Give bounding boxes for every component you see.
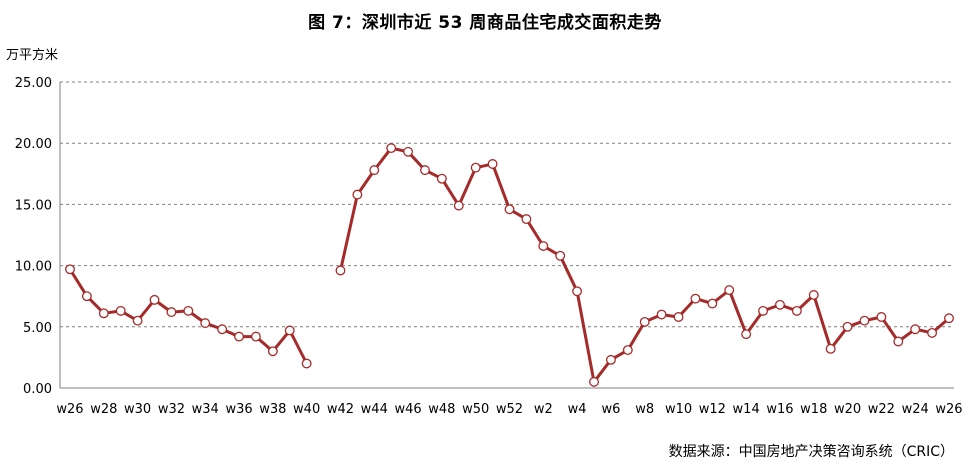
x-tick-label: w48: [428, 402, 455, 417]
data-point: [808, 290, 819, 300]
data-point: [639, 316, 650, 327]
x-tick-label: w26: [935, 402, 962, 417]
data-point: [98, 308, 109, 319]
data-point: [369, 165, 380, 176]
data-point: [876, 312, 887, 322]
data-point: [707, 298, 718, 309]
data-point: [927, 327, 938, 338]
data-point: [200, 318, 211, 329]
x-tick-label: w36: [225, 402, 252, 417]
y-tick-label: 25.00: [15, 76, 52, 91]
data-point: [65, 264, 75, 275]
x-tick-label: w26: [56, 402, 83, 417]
data-point: [622, 345, 633, 356]
data-point: [572, 286, 583, 297]
data-source-note: 数据来源：中国房地产决策咨询系统（CRIC）: [668, 444, 954, 460]
series-line: [68, 146, 950, 384]
data-point: [234, 331, 244, 342]
x-tick-label: w46: [394, 402, 421, 417]
data-point: [217, 324, 228, 335]
data-point: [825, 343, 836, 354]
data-point: [436, 173, 447, 184]
x-tick-label: w4: [568, 402, 587, 417]
y-axis-ticks: 0.00 5.00 10.00 15.00 20.00 25.00: [15, 76, 52, 397]
x-tick-label: w30: [124, 402, 151, 417]
x-tick-label: w16: [766, 402, 793, 417]
x-tick-label: w8: [635, 402, 654, 417]
data-point: [555, 250, 566, 261]
y-tick-label: 20.00: [15, 137, 52, 152]
data-point: [115, 305, 126, 316]
y-tick-label: 15.00: [15, 198, 52, 213]
data-point: [487, 159, 498, 169]
data-point: [284, 325, 295, 336]
data-point: [605, 354, 616, 365]
series-points: [65, 143, 954, 387]
x-tick-label: w52: [496, 402, 523, 417]
data-point: [386, 143, 397, 154]
data-point: [656, 309, 667, 320]
data-point: [724, 285, 735, 296]
data-point: [403, 146, 414, 157]
data-point: [335, 265, 346, 276]
data-point: [690, 293, 701, 304]
data-point: [352, 189, 363, 200]
data-point: [453, 200, 464, 211]
x-tick-label: w10: [665, 402, 692, 417]
x-tick-label: w32: [158, 402, 185, 417]
data-point: [420, 165, 430, 176]
y-tick-label: 10.00: [15, 260, 52, 275]
data-point: [791, 305, 802, 316]
x-tick-label: w42: [327, 402, 354, 417]
data-point: [267, 346, 278, 357]
x-tick-label: w40: [293, 402, 320, 417]
data-point: [132, 315, 143, 326]
x-tick-label: w38: [259, 402, 286, 417]
data-point: [589, 376, 599, 387]
data-point: [859, 315, 870, 326]
data-point: [149, 294, 160, 305]
data-point: [944, 313, 954, 324]
data-point: [504, 204, 515, 215]
y-axis-unit-label: 万平方米: [6, 48, 59, 63]
x-tick-label: w12: [699, 402, 726, 417]
x-tick-label: w24: [902, 402, 929, 417]
data-point: [166, 307, 177, 318]
data-point: [673, 312, 684, 322]
x-tick-label: w2: [534, 402, 553, 417]
data-point: [842, 321, 853, 332]
data-point: [301, 358, 312, 369]
data-point: [775, 299, 785, 310]
y-tick-label: 5.00: [23, 321, 52, 336]
x-tick-label: w34: [192, 402, 219, 417]
x-tick-label: w44: [361, 402, 388, 417]
data-point: [538, 241, 549, 251]
data-point: [910, 324, 921, 335]
x-tick-label: w22: [868, 402, 895, 417]
series-line-segment: [339, 146, 950, 384]
x-tick-label: w18: [800, 402, 827, 417]
x-tick-label: w6: [601, 402, 620, 417]
data-point: [741, 329, 752, 340]
grid-lines: [60, 81, 954, 328]
data-point: [521, 214, 532, 225]
data-point: [183, 305, 194, 316]
data-point: [893, 336, 904, 347]
chart-title: 图 7：深圳市近 53 周商品住宅成交面积走势: [308, 13, 662, 33]
data-point: [250, 331, 261, 342]
x-axis-ticks: w26 w28 w30 w32 w34 w36 w38 w40 w42 w44 w46 w48 w50 w…: [56, 402, 962, 417]
y-tick-label: 0.00: [23, 382, 52, 397]
data-point: [758, 305, 769, 316]
x-tick-label: w20: [834, 402, 861, 417]
x-tick-label: w14: [733, 402, 760, 417]
axes: [59, 82, 954, 389]
x-tick-label: w50: [462, 402, 489, 417]
data-point: [81, 291, 92, 302]
data-point: [470, 162, 481, 173]
x-tick-label: w28: [90, 402, 117, 417]
